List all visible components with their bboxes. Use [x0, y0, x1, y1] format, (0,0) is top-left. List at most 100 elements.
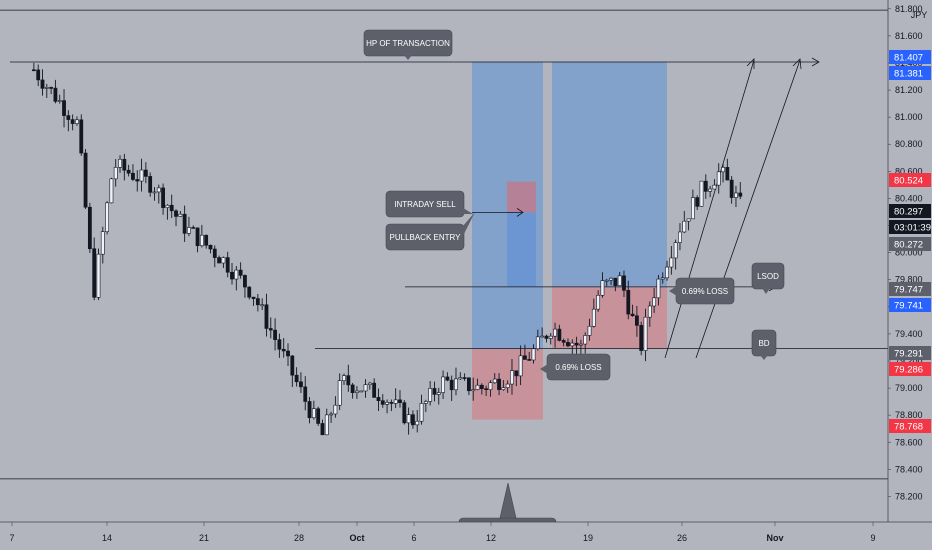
- candle-body: [148, 176, 153, 193]
- callout-bd[interactable]: BD: [751, 329, 777, 360]
- candle: [165, 204, 170, 220]
- candle-body: [544, 335, 549, 339]
- callout-pointer: [499, 482, 517, 519]
- price-badge-text: 81.381: [894, 69, 923, 80]
- price-badge: 03:01:39: [889, 220, 931, 234]
- price-badge-bg: [889, 346, 931, 360]
- candle-body: [367, 382, 372, 385]
- arrowhead: [811, 57, 820, 67]
- candle-body: [83, 152, 88, 208]
- position-zones: [472, 62, 667, 420]
- candle-body: [122, 158, 127, 171]
- candle-body: [402, 402, 407, 424]
- callout-hp-of-transaction[interactable]: HP OF TRANSACTION: [363, 29, 453, 60]
- candle-body: [53, 87, 58, 102]
- callout-lsod[interactable]: LSOD: [751, 262, 785, 294]
- candle-body: [428, 388, 433, 402]
- candle: [49, 86, 54, 95]
- candle-body: [204, 234, 209, 246]
- candle: [454, 367, 458, 396]
- candle-body: [36, 69, 41, 81]
- candle: [212, 245, 217, 268]
- candle-body: [40, 79, 45, 89]
- candle-body: [316, 408, 321, 424]
- candle-body: [415, 420, 420, 426]
- candle-body: [337, 380, 342, 406]
- candle: [721, 163, 725, 183]
- time-tick-label: 14: [102, 533, 112, 543]
- candle: [393, 388, 398, 409]
- candle-body: [639, 325, 644, 351]
- candle: [346, 364, 351, 392]
- candle-body: [199, 234, 204, 247]
- candle-body: [191, 227, 196, 229]
- candle-body: [652, 297, 657, 307]
- candle-body: [712, 184, 717, 190]
- candle-body: [355, 390, 359, 393]
- candle: [79, 114, 84, 156]
- candle: [389, 399, 394, 412]
- candle-body: [518, 355, 523, 377]
- candle-body: [630, 313, 635, 317]
- candle: [359, 390, 364, 393]
- candle-body: [303, 386, 308, 402]
- callout-loss-right[interactable]: 0.69% LOSS: [669, 277, 735, 305]
- candle-body: [436, 392, 441, 395]
- callout-pullback-entry[interactable]: PULLBACK ENTRY: [385, 212, 475, 251]
- candle-body: [596, 294, 601, 310]
- candle: [484, 385, 489, 397]
- candle: [208, 244, 213, 254]
- price-badge-text: 80.297: [894, 207, 923, 218]
- candle: [156, 184, 161, 204]
- callout-intraday-sell[interactable]: INTRADAY SELL: [385, 190, 473, 218]
- candle: [135, 170, 140, 192]
- candle: [178, 210, 183, 217]
- candle: [40, 69, 45, 96]
- candle: [109, 177, 114, 204]
- callout-pointer: [540, 364, 548, 374]
- candle: [523, 344, 527, 360]
- candle-body: [462, 377, 467, 379]
- candle-body: [79, 119, 84, 154]
- candle-body: [307, 401, 312, 419]
- candle: [333, 396, 338, 418]
- candle: [604, 278, 609, 287]
- callout-label: HP OF TRANSACTION: [366, 39, 450, 48]
- candle: [488, 380, 493, 397]
- candle-body: [208, 244, 213, 250]
- candle-body: [514, 370, 519, 377]
- candle-body: [561, 340, 566, 343]
- candle: [96, 248, 101, 301]
- candle: [669, 246, 674, 275]
- candle: [591, 298, 596, 328]
- candle-body: [574, 342, 579, 346]
- callout-loss-left[interactable]: 0.69% LOSS: [540, 353, 611, 381]
- candle-body: [169, 204, 174, 212]
- candle: [458, 372, 463, 380]
- candle-body: [678, 231, 682, 243]
- candle: [699, 180, 704, 207]
- time-tick-label: 21: [199, 533, 209, 543]
- callout-box: [385, 223, 465, 251]
- price-tick-label: 80.000: [895, 248, 923, 258]
- candle-body: [66, 115, 71, 120]
- candle-body: [423, 401, 428, 404]
- time-axis: 7 14 21 28 Oct 6 12 19 26 Nov 9: [0, 521, 932, 550]
- candle-body: [311, 408, 316, 419]
- long-position-stop-zone: [552, 286, 667, 349]
- candle: [647, 301, 652, 327]
- candle-body: [247, 286, 252, 298]
- candle-body: [475, 384, 480, 390]
- candle-body: [113, 167, 118, 180]
- candle: [337, 373, 342, 411]
- candle: [497, 373, 501, 396]
- candle: [83, 149, 88, 210]
- drawn-lines: [0, 9, 888, 480]
- candle-body: [656, 278, 661, 299]
- candle: [673, 239, 678, 270]
- candle: [230, 263, 234, 285]
- candle-body: [699, 180, 704, 207]
- price-badge: 80.297: [889, 204, 931, 218]
